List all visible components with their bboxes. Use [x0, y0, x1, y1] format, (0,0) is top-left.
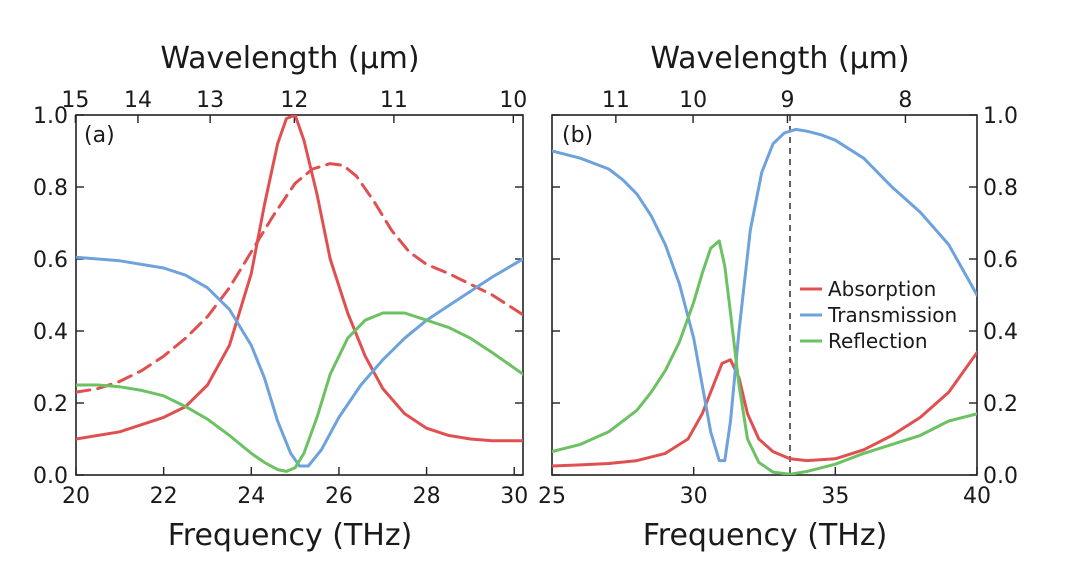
panel-a-top-axis-label: Wavelength (μm): [160, 41, 419, 76]
panel-b-y-tick-label: 0.6: [983, 248, 1018, 273]
panel-a-label: (a): [84, 123, 115, 148]
panel-a-absorption-dashed-line: [76, 162, 523, 394]
panel-b-x-axis-label: Frequency (THz): [643, 518, 888, 553]
panel-a-x-axis-label: Frequency (THz): [168, 518, 413, 553]
panel-b-absorption-line: [552, 351, 977, 468]
panel-b: Wavelength (μm) Frequency (THz) (b) Abso…: [538, 41, 1018, 553]
panel-a-x-tick-label: 24: [237, 484, 265, 509]
panel-b-x-tick-label: 25: [538, 484, 566, 509]
panel-a-absorption-line: [76, 115, 523, 443]
panel-a-x-tick-label: 22: [150, 484, 178, 509]
panel-b-y-tick-label: 0.2: [983, 392, 1018, 417]
panel-a-x-tick-label: 28: [413, 484, 441, 509]
panel-b-x-tick-label: 35: [821, 484, 849, 509]
panel-a-top-tick-label: 12: [280, 88, 308, 113]
panel-b-top-tick-label: 10: [679, 88, 707, 113]
panel-a-top-tick-label: 15: [61, 88, 89, 113]
panel-b-reflection-line: [552, 239, 977, 475]
panel-b-label: (b): [562, 123, 593, 148]
panel-b-top-axis-label: Wavelength (μm): [650, 41, 909, 76]
panel-a: Wavelength (μm) Frequency (THz) (a) 20 22…: [33, 41, 528, 553]
panel-a-x-tick-label: 20: [62, 484, 90, 509]
panel-a-y-tick-label: 0.8: [33, 176, 68, 201]
panel-a-top-tick-label: 13: [196, 88, 224, 113]
panel-a-y-tick-label: 0.2: [33, 392, 68, 417]
legend-reflection-label: Reflection: [828, 329, 928, 353]
panel-a-reflection-line: [76, 311, 523, 473]
panel-b-transmission-line: [552, 127, 977, 463]
panel-b-top-tick-label: 9: [780, 88, 794, 113]
panel-b-y-tick-label: 1.0: [983, 104, 1018, 129]
panel-a-top-tick-label: 10: [499, 88, 527, 113]
legend-absorption-label: Absorption: [828, 277, 936, 301]
panel-b-x-tick-label: 30: [680, 484, 708, 509]
panel-a-y-tick-label: 0.6: [33, 248, 68, 273]
panel-b-y-tick-label: 0.4: [983, 320, 1018, 345]
panel-b-y-tick-label: 0.8: [983, 176, 1018, 201]
legend-transmission-label: Transmission: [827, 303, 957, 327]
panel-a-y-tick-label: 1.0: [33, 104, 68, 129]
panel-a-transmission-line: [76, 255, 523, 468]
panel-b-x-tick-label: 40: [963, 484, 991, 509]
panel-a-top-tick-label: 14: [124, 88, 152, 113]
legend: Absorption Transmission Reflection: [800, 277, 957, 353]
panel-b-y-tick-label: 0.0: [983, 464, 1018, 489]
panel-a-top-tick-label: 11: [380, 88, 408, 113]
panel-a-frame: [75, 114, 524, 476]
panel-b-top-tick-label: 11: [602, 88, 630, 113]
panel-a-x-tick-label: 26: [325, 484, 353, 509]
panel-a-y-tick-label: 0.0: [33, 464, 68, 489]
panel-a-x-tick-label: 30: [500, 484, 528, 509]
panel-a-y-tick-label: 0.4: [33, 320, 68, 345]
panel-b-top-tick-label: 8: [898, 88, 912, 113]
